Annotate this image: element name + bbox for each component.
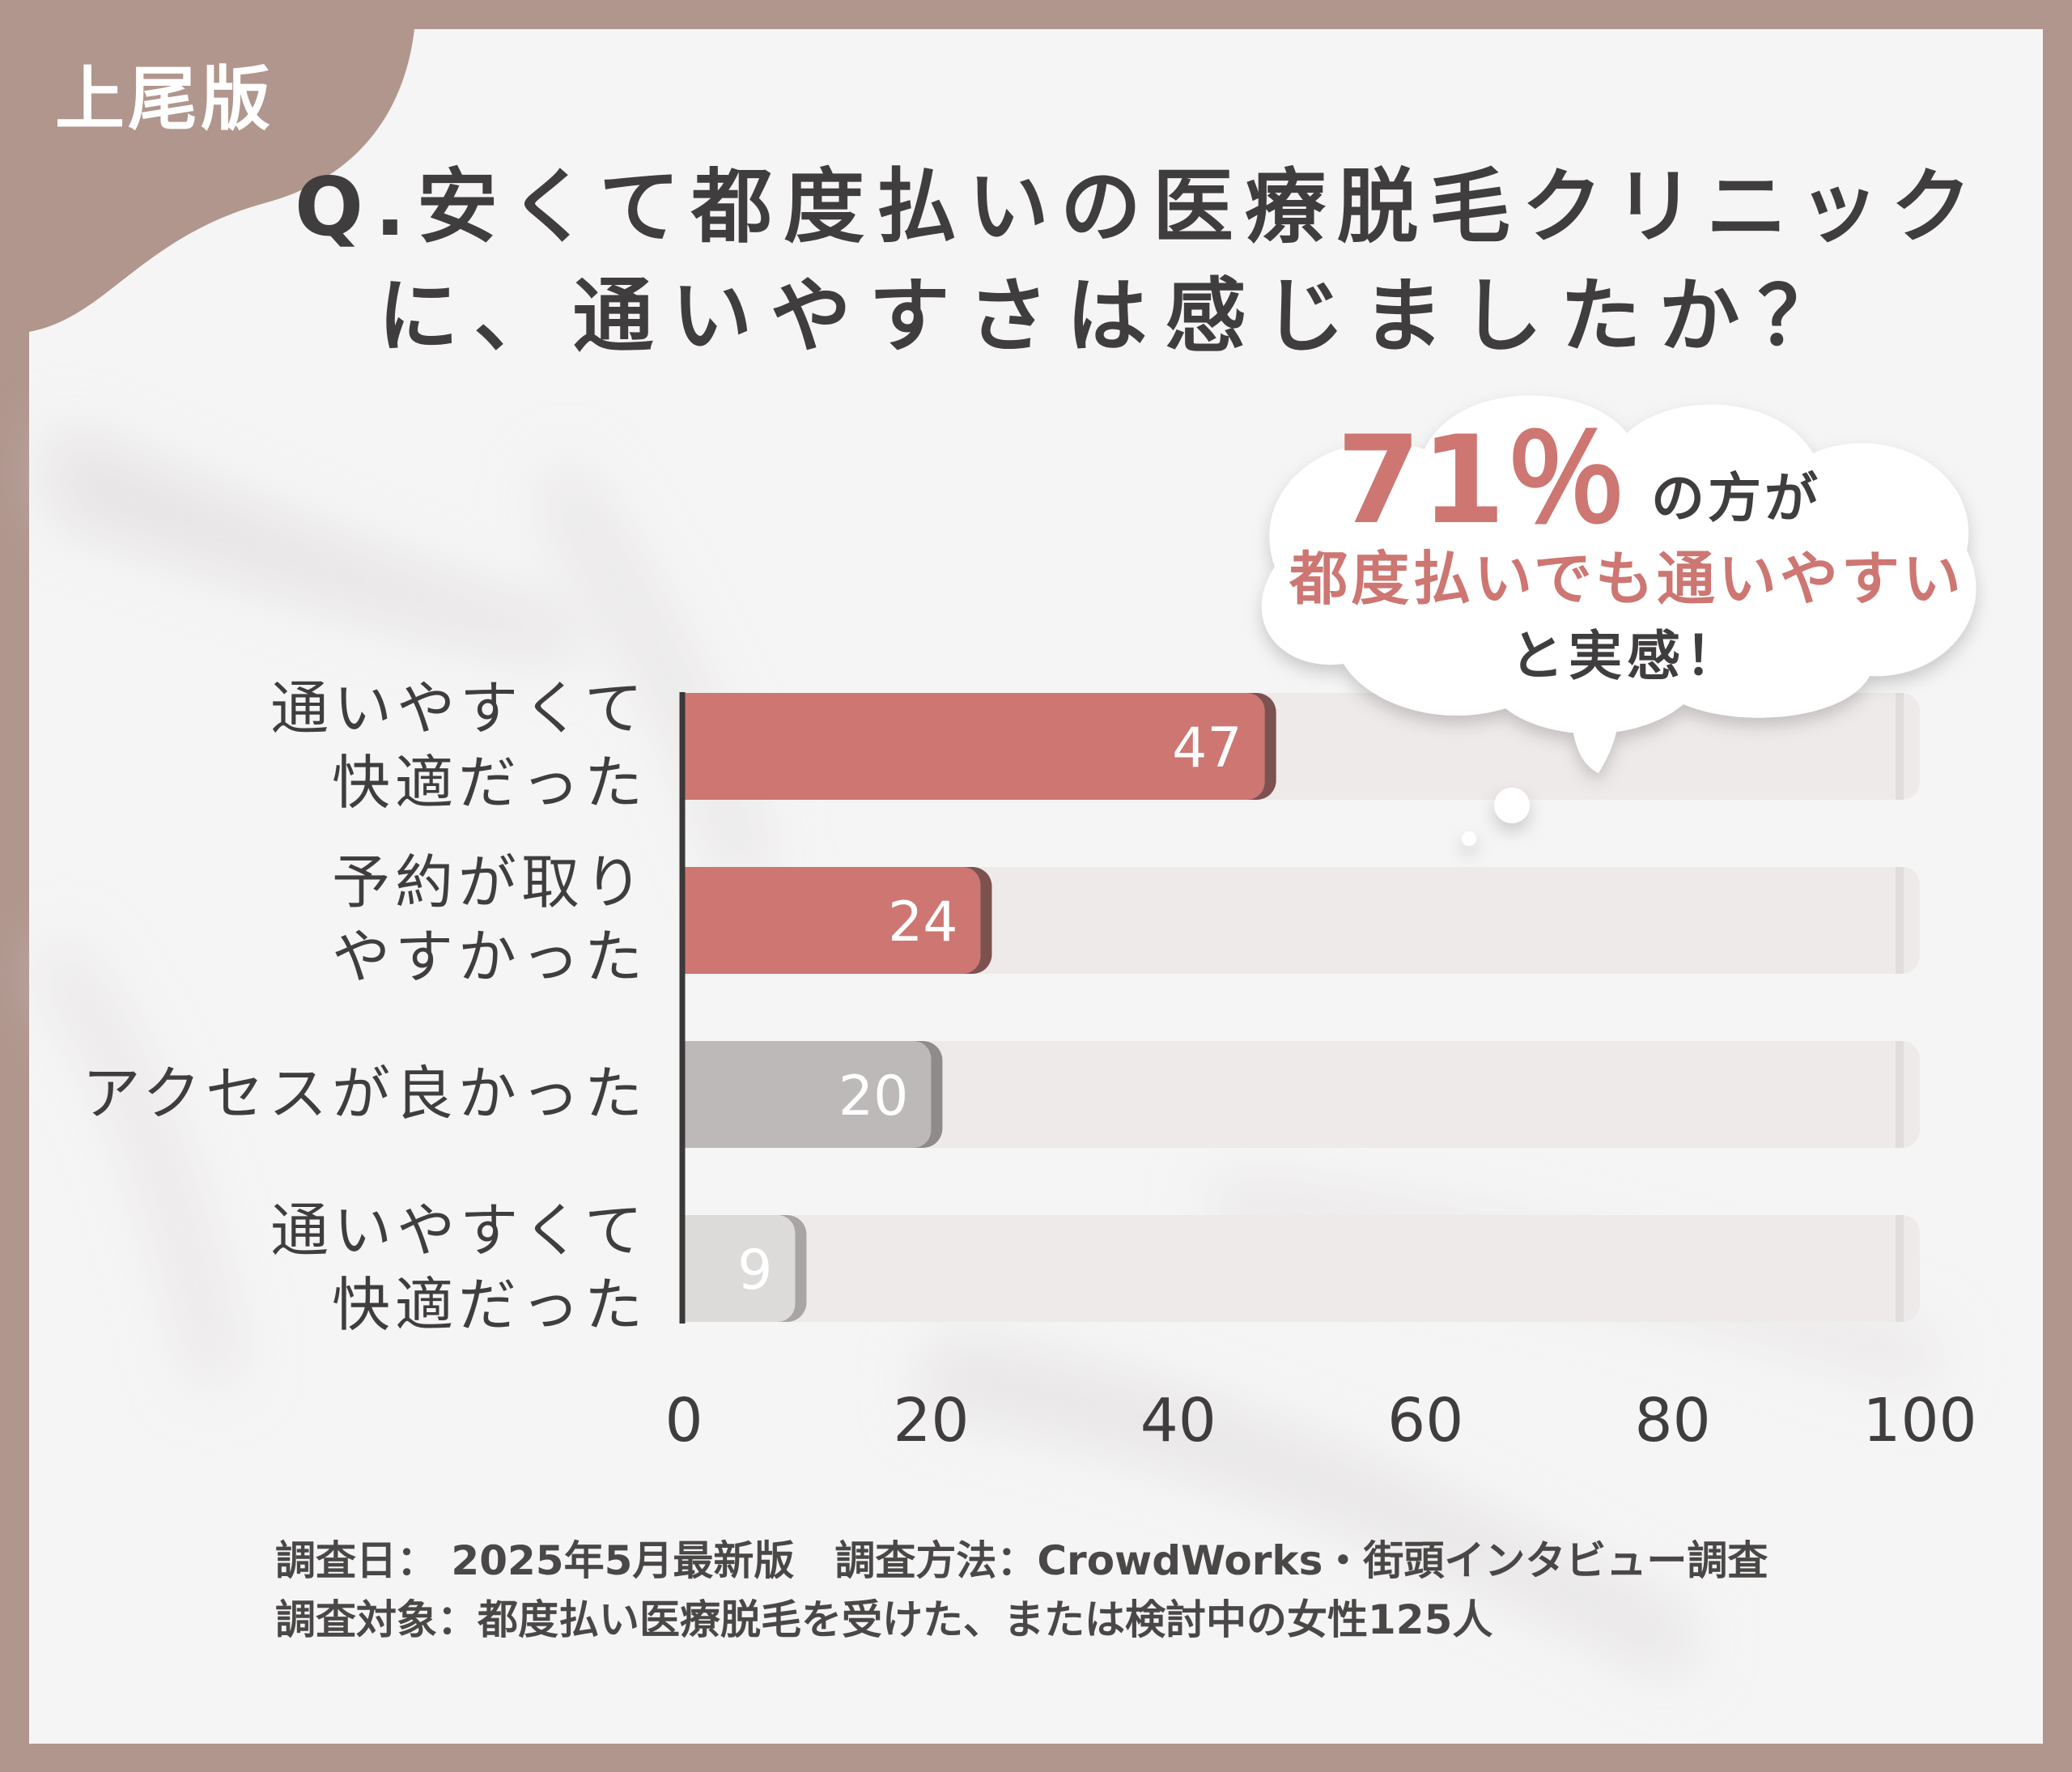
question-line-2: に、通いやすさは感じましたか？ [378, 269, 1857, 363]
location-badge: 上尾版 [55, 59, 274, 140]
bar-track [684, 1215, 1920, 1322]
bar-track [684, 867, 1920, 974]
category-label: 快適だった [332, 1271, 648, 1339]
survey-info-line-1: 調査日： 2025年5月最新版 調査方法：CrowdWorks・街頭インタビュー… [275, 1537, 1768, 1584]
bar-2 [684, 867, 981, 974]
bar-base [684, 1215, 703, 1322]
bar-base [684, 1041, 703, 1148]
callout-percent: 71％ [1336, 410, 1627, 551]
callout-bubble [1261, 395, 1976, 846]
category-label: 快適だった [332, 749, 648, 817]
bar-3 [684, 1041, 932, 1148]
category-label: 予約が取り [332, 848, 648, 916]
bar-track-edge [1896, 693, 1904, 800]
corner-badge-shape [29, 29, 414, 332]
bar-track [684, 1041, 1920, 1148]
x-tick-label: 20 [893, 1386, 969, 1455]
bar-track-edge [1896, 1215, 1904, 1322]
survey-info-line-2: 調査対象：都度払い医療脱毛を受けた、または検討中の女性125人 [275, 1596, 1492, 1643]
x-tick-labels: 0 20 40 60 80 100 [664, 1386, 1976, 1455]
x-tick-label: 100 [1862, 1386, 1976, 1455]
bar-value-label: 20 [839, 1064, 909, 1128]
category-label: 通いやすくて [270, 1196, 648, 1264]
category-labels: 通いやすくて快適だった予約が取りやすかったアクセスが良かった通いやすくて快適だっ… [83, 674, 648, 1339]
bar-value-label: 9 [737, 1239, 772, 1302]
bar-base [684, 867, 703, 974]
bar-4 [684, 1215, 796, 1322]
bar-value-label: 47 [1172, 716, 1242, 780]
x-tick-label: 0 [664, 1386, 703, 1455]
callout-tail: と実感！ [1510, 625, 1743, 687]
category-label: 通いやすくて [270, 674, 648, 742]
category-label: アクセスが良かった [83, 1060, 648, 1128]
bar-value-label: 24 [888, 890, 958, 954]
x-tick-label: 80 [1635, 1386, 1711, 1455]
callout-highlight: 都度払いでも通いやすい [1289, 545, 1964, 613]
bar-base [684, 693, 703, 800]
callout-suffix: の方が [1651, 467, 1821, 529]
bar-track-edge [1896, 1041, 1904, 1148]
bar-track-edge [1896, 867, 1904, 974]
question-line-1: Q.安くて都度払いの医療脱毛クリニック [295, 159, 1983, 254]
callout-text: 71％ の方が 都度払いでも通いやすい と実感！ [1289, 410, 1964, 687]
bar-1 [684, 693, 1265, 800]
x-tick-label: 40 [1140, 1386, 1216, 1455]
bars: 47 24 20 9 [684, 693, 1276, 1322]
x-tick-label: 60 [1387, 1386, 1463, 1455]
category-label: やすかった [332, 923, 648, 991]
